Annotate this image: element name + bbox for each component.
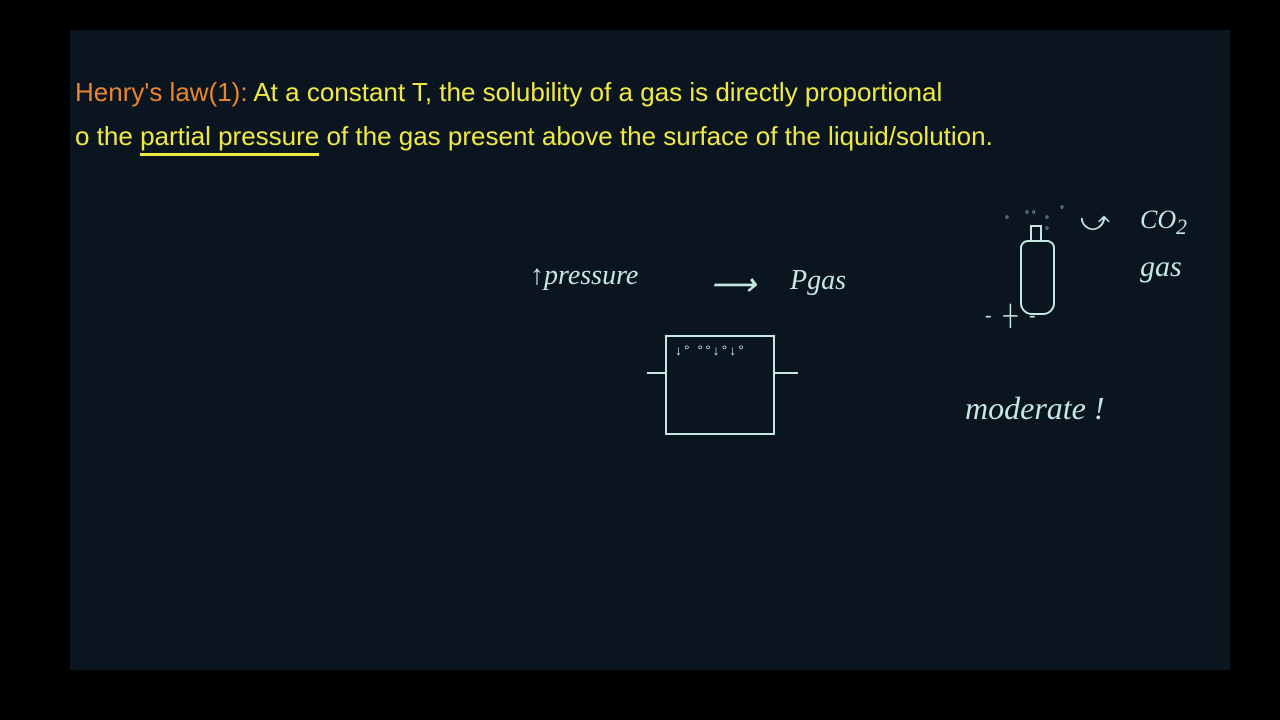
bubble-icon: ° ° (1025, 210, 1036, 221)
curved-arrow-icon: ⤻ (1080, 205, 1110, 238)
law-title: Henry's law(1): (75, 77, 253, 107)
container-diagram: ↓° °°↓°↓° (665, 335, 775, 435)
heading: Henry's law(1): At a constant T, the sol… (75, 70, 1220, 158)
bottle-body-icon (1020, 240, 1055, 315)
pressure-label: ↑pressure (530, 260, 638, 292)
bottle-neck-icon (1030, 225, 1042, 240)
bubble-icon: ° (1005, 215, 1009, 226)
gas-label: gas (1140, 250, 1182, 284)
definition-line1: At a constant T, the solubility of a gas… (253, 77, 942, 107)
co2-label: CO2 (1140, 205, 1187, 240)
pgas-label: Pgas (790, 265, 846, 297)
arrow-icon: ⟶ (710, 265, 756, 303)
bubble-icon: ° (1060, 205, 1064, 216)
definition-line2-post: of the gas present above the surface of … (319, 121, 993, 151)
blackboard-area: Henry's law(1): At a constant T, the sol… (70, 30, 1230, 670)
particles-icon: ↓° °°↓°↓° (675, 342, 746, 358)
bubble-icon: ° ° (1045, 215, 1055, 237)
definition-line2-pre: o the (75, 121, 140, 151)
moderate-label: moderate ! (965, 390, 1105, 427)
underlined-term: partial pressure (140, 121, 319, 156)
dash-marks-icon: - ┼ - (985, 305, 1039, 328)
bottle-diagram: ° ° ° ° ° ° (1020, 240, 1055, 315)
